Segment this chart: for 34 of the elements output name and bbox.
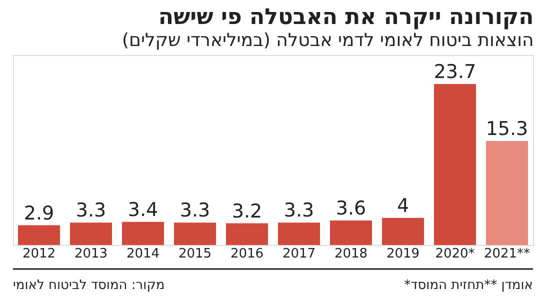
x-tick-label: 2012 <box>22 246 56 262</box>
text: מקור: המוסד לביטוח לאומי <box>13 278 165 293</box>
text: *אומדן **תחזית המוסד <box>404 278 533 293</box>
x-tick-label: 2015 <box>178 246 212 262</box>
data-label: 4 <box>396 194 410 217</box>
bar <box>174 222 216 245</box>
data-label: 3.6 <box>336 198 366 220</box>
x-tick-label: 2018 <box>334 246 368 262</box>
data-label: 3.3 <box>180 200 210 222</box>
bar <box>434 84 476 245</box>
bar <box>278 222 320 245</box>
bar <box>330 220 372 245</box>
chart-subtitle: הוצאות ביטוח לאומי לדמי אבטלה (במיליארדי שקלים) <box>122 30 534 51</box>
x-tick-label: 2019 <box>386 246 420 262</box>
bar <box>122 222 164 245</box>
data-label: 3.3 <box>76 200 106 222</box>
bar <box>226 223 268 245</box>
data-label: 2.9 <box>24 202 54 224</box>
x-tick-label: 2021** <box>484 246 531 262</box>
x-tick-label: 2017 <box>282 246 316 262</box>
chart-title: הקורונה ייקרה את האבטלה פי שישה <box>158 5 534 30</box>
data-label: 3.4 <box>128 198 158 221</box>
x-tick-label: 2013 <box>74 246 108 262</box>
x-tick-label: 2016 <box>230 246 264 262</box>
bar <box>18 225 60 245</box>
bar <box>382 218 424 245</box>
data-label: 3.2 <box>232 200 262 222</box>
bar <box>486 141 528 245</box>
bar <box>70 222 112 245</box>
data-label: 15.3 <box>486 118 528 140</box>
data-label: 23.7 <box>434 60 476 83</box>
data-label: 3.3 <box>284 200 314 222</box>
x-tick-label: 2020* <box>435 246 476 262</box>
x-tick-label: 2014 <box>126 246 160 262</box>
